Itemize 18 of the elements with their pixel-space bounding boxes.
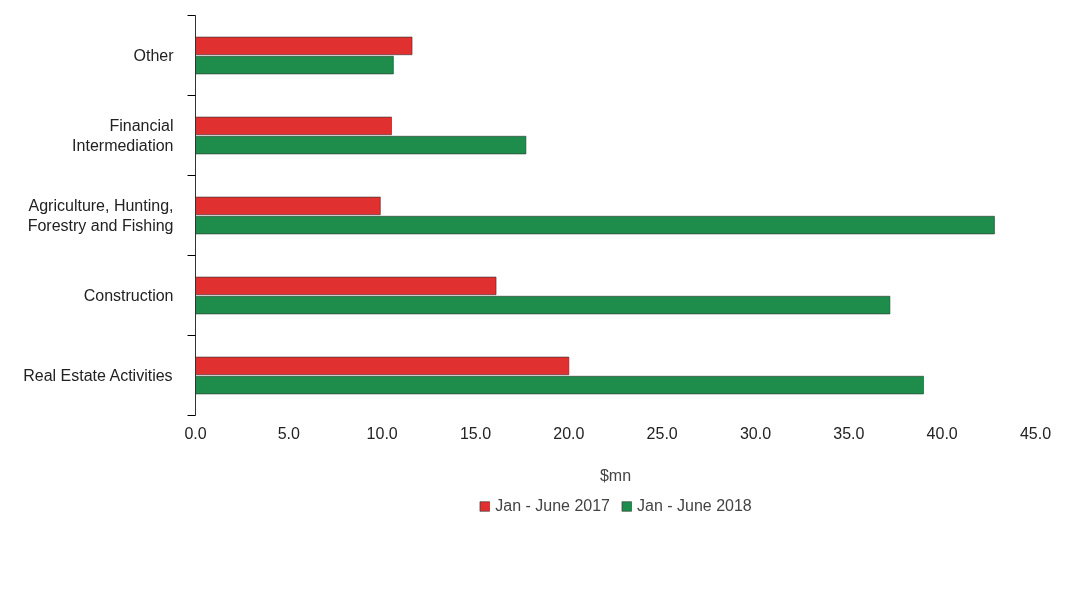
legend-label: Jan - June 2017: [495, 497, 610, 515]
x-tick-label: 40.0: [926, 424, 958, 442]
y-tick-label: Other: [133, 47, 175, 64]
y-tick-label: Agriculture, Hunting, Forestry and Fishing: [27, 196, 174, 235]
y-tick-label: Financial Intermediation: [72, 116, 174, 155]
x-tick-label: 15.0: [459, 424, 492, 442]
x-tick-label: 0.0: [184, 424, 207, 442]
x-axis-title: $mn: [599, 466, 632, 484]
y-tick-label: Real Estate Activities: [23, 367, 173, 384]
x-tick-label: 10.0: [366, 424, 398, 442]
x-tick-label: 35.0: [833, 424, 865, 442]
x-tick-label: 5.0: [277, 424, 301, 442]
x-tick-label: 45.0: [1019, 424, 1052, 442]
x-tick-label: 25.0: [646, 424, 678, 442]
y-tick-label: Construction: [83, 287, 174, 304]
legend-label: Jan - June 2018: [637, 497, 752, 515]
x-tick-label: 20.0: [553, 424, 585, 442]
x-tick-label: 30.0: [739, 424, 772, 442]
